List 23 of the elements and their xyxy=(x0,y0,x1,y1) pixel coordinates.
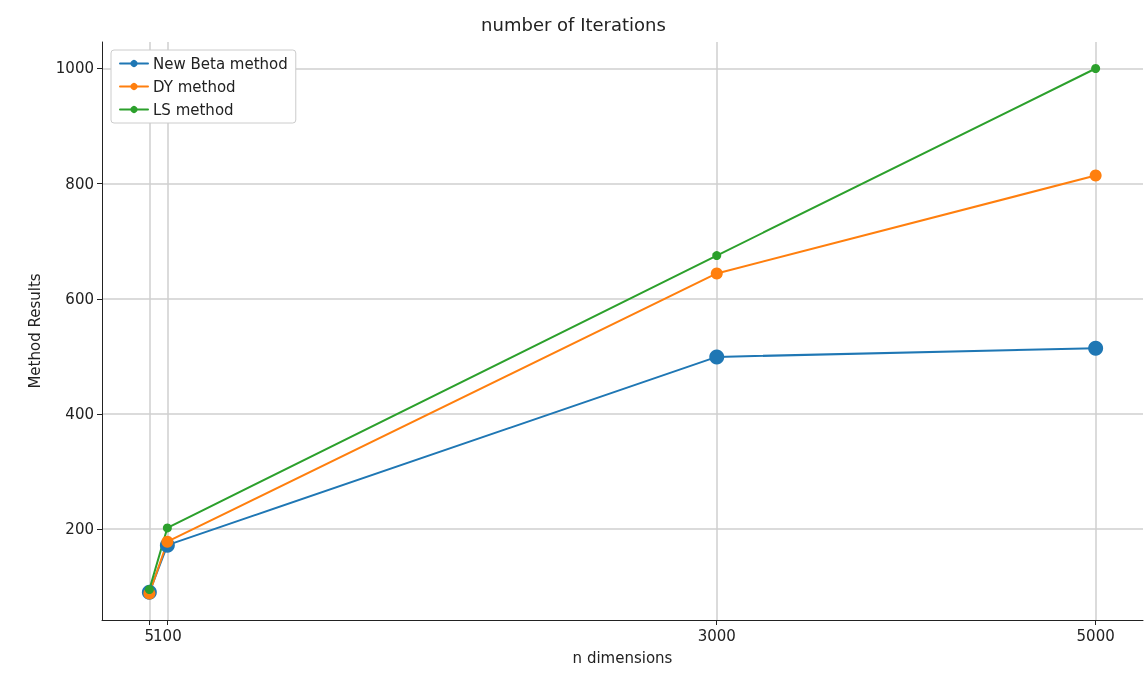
legend-label: DY method xyxy=(153,77,236,96)
point xyxy=(1089,169,1102,182)
y-axis-title: Method Results xyxy=(25,273,44,389)
point xyxy=(161,535,174,548)
y-tick-label: 400 xyxy=(65,404,94,423)
y-tick-label: 200 xyxy=(65,520,94,539)
chart-title: number of Iterations xyxy=(481,13,666,35)
point xyxy=(162,523,172,533)
point xyxy=(710,267,723,280)
legend-label: LS method xyxy=(153,100,234,119)
x-axis-title: n dimensions xyxy=(572,648,673,667)
legend-label: New Beta method xyxy=(153,54,288,73)
x-tick-label: 100 xyxy=(153,626,182,645)
point xyxy=(1091,63,1101,73)
y-tick-label: 1000 xyxy=(55,59,94,78)
x-tick-label: 5000 xyxy=(1076,626,1115,645)
point xyxy=(712,251,722,261)
x-tick-label: 5 xyxy=(144,626,155,645)
point xyxy=(709,349,725,365)
x-tick-label: 3000 xyxy=(697,626,736,645)
point xyxy=(1088,340,1104,356)
y-tick-label: 800 xyxy=(65,174,94,193)
y-tick-label: 600 xyxy=(65,289,94,308)
